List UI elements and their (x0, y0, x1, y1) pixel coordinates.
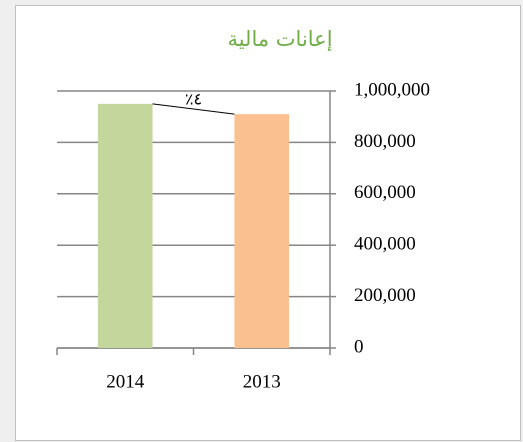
x-tick-label: 2013 (243, 371, 281, 392)
bar (234, 114, 290, 348)
y-tick-label: 600,000 (354, 182, 416, 203)
y-tick-label: 800,000 (354, 131, 416, 152)
x-tick-label: 2014 (106, 371, 145, 392)
bar (97, 103, 153, 348)
change-annotation: ٤٪ (185, 89, 202, 108)
y-tick-label: 200,000 (354, 285, 416, 306)
y-tick-label: 0 (354, 336, 364, 357)
chart-title: إعانات مالية (227, 27, 332, 52)
y-tick-label: 400,000 (354, 234, 416, 255)
y-tick-label: 1,000,000 (354, 79, 430, 100)
change-connector (152, 103, 235, 115)
